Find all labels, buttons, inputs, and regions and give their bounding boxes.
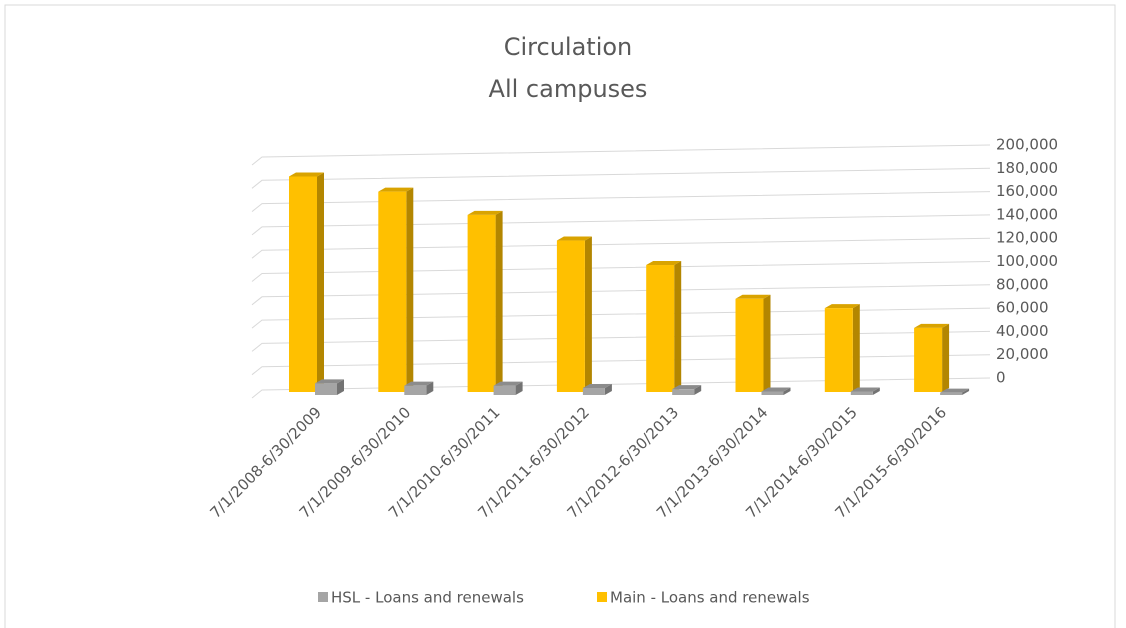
- bar: [315, 383, 337, 395]
- bar: [914, 327, 943, 392]
- bar: [672, 389, 695, 395]
- legend-swatch: [597, 592, 607, 602]
- bar-side: [674, 261, 682, 392]
- bar: [940, 392, 963, 395]
- bar-side: [763, 294, 771, 392]
- y-tick-label: 0: [996, 369, 1006, 387]
- bar-side: [406, 187, 414, 392]
- bar-side: [604, 384, 612, 395]
- bar-top: [940, 388, 970, 393]
- y-tick-label: 100,000: [996, 252, 1058, 270]
- bar: [556, 240, 585, 392]
- bar: [467, 214, 496, 392]
- bar-top: [824, 304, 860, 309]
- chart-subtitle: All campuses: [489, 75, 648, 103]
- legend-swatch: [318, 592, 328, 602]
- bar: [646, 265, 675, 392]
- bar-top: [404, 381, 434, 386]
- bar-side: [426, 381, 434, 395]
- bar: [824, 308, 853, 392]
- bar-side: [852, 304, 860, 392]
- y-tick-label: 200,000: [996, 136, 1058, 154]
- bar-side: [584, 236, 592, 392]
- grid-line: [251, 144, 991, 166]
- grid-line: [251, 167, 991, 189]
- bar-side: [337, 379, 344, 395]
- bar-side: [317, 172, 324, 392]
- grid-line: [251, 214, 991, 236]
- bar-top: [582, 384, 612, 389]
- bar-top: [850, 387, 880, 392]
- bar-side: [783, 387, 791, 395]
- bar-side: [694, 385, 702, 395]
- bar: [582, 388, 605, 395]
- bar: [289, 176, 317, 392]
- bar-top: [378, 187, 414, 192]
- legend-label: HSL - Loans and renewals: [331, 589, 524, 607]
- bar: [761, 391, 784, 395]
- bar-top: [672, 385, 702, 390]
- bar-top: [467, 210, 503, 215]
- bar-top: [289, 172, 324, 177]
- y-tick-label: 20,000: [996, 345, 1049, 363]
- grid-line: [251, 191, 991, 212]
- bar-top: [735, 294, 771, 299]
- grid-line: [251, 261, 991, 282]
- bar-side: [515, 381, 523, 395]
- y-tick-label: 140,000: [996, 205, 1058, 223]
- y-tick-label: 120,000: [996, 229, 1058, 247]
- bar-top: [315, 379, 344, 384]
- y-tick-label: 160,000: [996, 182, 1058, 200]
- y-tick-label: 40,000: [996, 322, 1049, 340]
- bar: [493, 385, 516, 395]
- legend-label: Main - Loans and renewals: [610, 589, 810, 607]
- bar: [404, 385, 427, 395]
- bar: [378, 191, 407, 392]
- bar-top: [556, 236, 592, 241]
- y-tick-label: 80,000: [996, 275, 1049, 293]
- bar: [735, 298, 764, 392]
- bar-side: [872, 387, 880, 395]
- bar-top: [646, 261, 682, 266]
- bar-top: [493, 381, 523, 386]
- grid-line: [251, 237, 991, 259]
- grid-line: [251, 284, 991, 306]
- y-tick-label: 60,000: [996, 299, 1049, 317]
- bar-side: [495, 210, 503, 392]
- bar-side: [942, 323, 950, 392]
- bar-top: [914, 323, 950, 328]
- chart-title: Circulation: [504, 33, 633, 61]
- bar-top: [761, 387, 791, 392]
- bar-side: [962, 388, 970, 395]
- y-tick-label: 180,000: [996, 159, 1058, 177]
- bar: [850, 391, 873, 395]
